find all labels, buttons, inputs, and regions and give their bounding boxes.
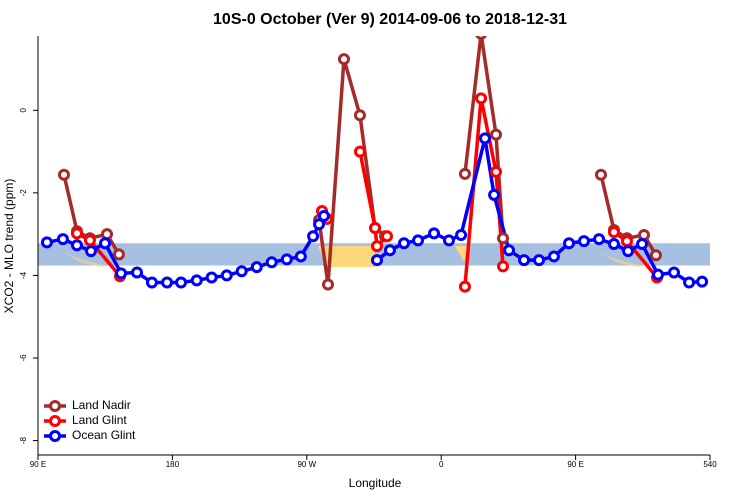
data-point bbox=[250, 261, 263, 274]
y-tick-label: -2 bbox=[19, 189, 28, 197]
data-point bbox=[593, 233, 606, 246]
legend-marker bbox=[49, 430, 61, 442]
data-point bbox=[696, 275, 709, 288]
data-point bbox=[83, 234, 96, 247]
chart-title: 10S-0 October (Ver 9) 2014-09-06 to 2018… bbox=[213, 11, 567, 28]
data-point bbox=[649, 249, 662, 262]
y-tick-label: 0 bbox=[19, 108, 28, 113]
data-point bbox=[370, 240, 383, 253]
data-point bbox=[70, 239, 83, 252]
legend-label: Land Nadir bbox=[72, 398, 131, 412]
data-point bbox=[353, 109, 366, 122]
data-point bbox=[57, 168, 70, 181]
x-tick-label: 90 W bbox=[297, 460, 316, 469]
data-point bbox=[488, 188, 501, 201]
data-point bbox=[205, 271, 218, 284]
data-point bbox=[497, 260, 510, 273]
data-point bbox=[412, 234, 425, 247]
legend-label: Ocean Glint bbox=[72, 428, 136, 442]
y-tick-label: -6 bbox=[19, 354, 28, 362]
data-point bbox=[380, 230, 393, 243]
data-point bbox=[370, 254, 383, 267]
data-point bbox=[502, 244, 515, 257]
land-patch bbox=[596, 250, 644, 267]
land-patch bbox=[330, 246, 375, 267]
data-point bbox=[428, 227, 441, 240]
data-point bbox=[353, 145, 366, 158]
data-point bbox=[265, 256, 278, 269]
data-point bbox=[112, 248, 125, 261]
data-point bbox=[145, 276, 158, 289]
data-point bbox=[490, 128, 503, 141]
data-point bbox=[607, 226, 620, 239]
data-point bbox=[337, 53, 350, 66]
data-point bbox=[115, 267, 128, 280]
data-point bbox=[594, 168, 607, 181]
data-point bbox=[490, 165, 503, 178]
data-point bbox=[636, 238, 649, 251]
data-point bbox=[294, 250, 307, 263]
data-point bbox=[398, 237, 411, 250]
data-point bbox=[56, 233, 69, 246]
data-point bbox=[322, 278, 335, 291]
data-point bbox=[637, 228, 650, 241]
land-shading bbox=[60, 246, 644, 267]
data-point bbox=[40, 236, 53, 249]
y-tick-label: -8 bbox=[19, 436, 28, 444]
data-point bbox=[458, 167, 471, 180]
data-point bbox=[547, 250, 560, 263]
data-point bbox=[518, 254, 531, 267]
data-point bbox=[70, 227, 83, 240]
data-point bbox=[99, 237, 112, 250]
x-tick-label: 90 E bbox=[30, 460, 46, 469]
data-point bbox=[475, 36, 487, 40]
data-point bbox=[235, 265, 248, 278]
data-point bbox=[668, 266, 681, 279]
data-point bbox=[620, 235, 633, 248]
y-tick-label: -4 bbox=[19, 271, 28, 279]
data-point bbox=[100, 228, 113, 241]
y-axis-label: XCO2 - MLO trend (ppm) bbox=[2, 179, 16, 314]
data-point bbox=[607, 238, 620, 251]
legend-label: Land Glint bbox=[72, 413, 127, 427]
data-point bbox=[280, 253, 293, 266]
data-point bbox=[652, 268, 665, 281]
data-point bbox=[533, 254, 546, 267]
data-point bbox=[622, 245, 635, 258]
legend-marker bbox=[49, 400, 61, 412]
data-point bbox=[497, 232, 510, 245]
legend-marker bbox=[49, 415, 61, 427]
data-point bbox=[317, 209, 330, 222]
x-tick-label: 180 bbox=[166, 460, 180, 469]
data-point bbox=[563, 237, 576, 250]
axes: 0 -2 -4 -6 -8 90 E 180 90 W 0 90 E 540 bbox=[19, 36, 717, 469]
plot-area bbox=[40, 36, 709, 293]
data-point bbox=[131, 266, 144, 279]
data-point bbox=[577, 235, 590, 248]
data-point bbox=[313, 218, 326, 231]
x-tick-label: 0 bbox=[439, 460, 444, 469]
x-tick-label: 90 E bbox=[567, 460, 583, 469]
land-patch bbox=[60, 250, 108, 267]
data-point bbox=[683, 276, 696, 289]
data-point bbox=[442, 234, 455, 247]
data-point bbox=[458, 280, 471, 293]
land-patch bbox=[455, 246, 468, 262]
x-axis-label: Longitude bbox=[349, 476, 402, 490]
data-point bbox=[85, 245, 98, 258]
data-point bbox=[383, 244, 396, 257]
data-point bbox=[475, 92, 488, 105]
data-point bbox=[190, 274, 203, 287]
data-point bbox=[307, 230, 320, 243]
data-point bbox=[455, 228, 468, 241]
data-point bbox=[220, 269, 233, 282]
data-point bbox=[161, 276, 174, 289]
x-tick-label: 540 bbox=[703, 460, 717, 469]
data-point bbox=[175, 276, 188, 289]
data-point bbox=[369, 221, 382, 234]
data-point bbox=[478, 132, 491, 145]
